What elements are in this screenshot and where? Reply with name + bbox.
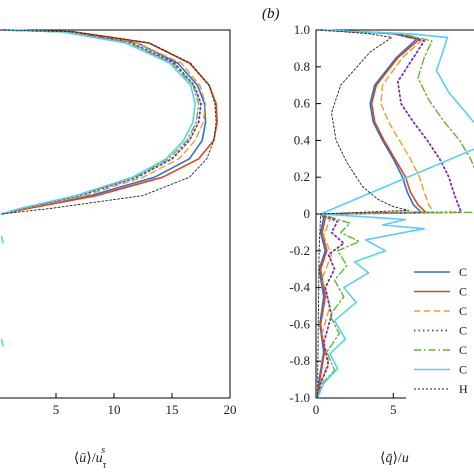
panel-a-series bbox=[0, 29, 218, 347]
legend-label-4: C bbox=[459, 324, 467, 338]
panel-a-x-axis-title: ⟨ū⟩/uτs bbox=[74, 445, 107, 471]
panel-b-series bbox=[316, 29, 474, 399]
panel-a-x-tick-label: 20 bbox=[224, 402, 237, 417]
panel-b-y-tick-label: 1.0 bbox=[294, 22, 310, 37]
legend-box bbox=[406, 256, 474, 402]
panel-a-series-line-6 bbox=[0, 29, 196, 215]
panel-b-y-tick-label: 0.2 bbox=[294, 169, 310, 184]
panel-b-y-tick-label: -1.0 bbox=[289, 390, 310, 405]
panel-b-y-tick-label: -0.4 bbox=[289, 280, 310, 295]
panel-b-y-tick-label: -0.6 bbox=[289, 316, 310, 331]
panel-a-x-tick-label: 15 bbox=[166, 402, 179, 417]
panel-b-y-tick-label: 0 bbox=[304, 206, 311, 221]
panel-b-series-line-7 bbox=[317, 29, 410, 399]
panel-b-label: (b) bbox=[262, 6, 280, 22]
panel-a-frame bbox=[0, 29, 231, 399]
legend-label-1: C bbox=[459, 265, 467, 279]
panel-a-x-ticks: 5 10 15 20 bbox=[53, 393, 237, 417]
panel-b-x-tick-label: 5 bbox=[390, 402, 397, 417]
panel-b-series-line-2 bbox=[316, 29, 427, 399]
panel-b-y-tick-label: 0.8 bbox=[294, 59, 310, 74]
panel-b-y-tick-label: 0.4 bbox=[294, 132, 311, 147]
panel-a-x-tick-label: 10 bbox=[108, 402, 121, 417]
panel-b-series-line-4 bbox=[316, 29, 463, 399]
panel-b-series-line-3 bbox=[316, 29, 435, 399]
panel-a-series-line-4 bbox=[0, 29, 202, 215]
legend-label-6: C bbox=[459, 363, 467, 377]
panel-b-x-axis-title: ⟨q̄⟩/u bbox=[380, 451, 409, 466]
panel-b: (b) 0 5 -1.0 -0.8 -0.6 -0.4 -0.2 0 0.2 0.4 0.6 0.8 1… bbox=[262, 6, 474, 466]
panel-a-x-tick-label: 5 bbox=[53, 402, 60, 417]
panel-a-extra-mark-1 bbox=[0, 235, 4, 244]
panel-b-y-tick-label: -0.8 bbox=[289, 353, 310, 368]
panel-a-series-line-7 bbox=[1, 29, 217, 215]
panel-b-series-line-6 bbox=[316, 29, 474, 399]
panel-a-series-line-2 bbox=[0, 29, 218, 215]
panel-b-ticks: 0 5 -1.0 -0.8 -0.6 -0.4 -0.2 0 0.2 0.4 0.6 0.8 1.0 bbox=[289, 22, 396, 417]
panel-b-series-line-1 bbox=[316, 29, 422, 399]
legend-label-5: C bbox=[459, 343, 467, 357]
panel-a-extra-mark-2 bbox=[0, 338, 4, 347]
panel-a: 5 10 15 20 ⟨ū⟩/uτs bbox=[0, 29, 237, 471]
panel-b-x-tick-label: 0 bbox=[313, 402, 320, 417]
legend-label-7: H bbox=[459, 382, 468, 396]
legend-label-3: C bbox=[459, 304, 467, 318]
panel-b-y-tick-label: -0.2 bbox=[289, 243, 310, 258]
legend-label-2: C bbox=[459, 285, 467, 299]
panel-a-series-line-3 bbox=[0, 29, 207, 215]
panel-b-y-tick-label: 0.6 bbox=[294, 96, 311, 111]
